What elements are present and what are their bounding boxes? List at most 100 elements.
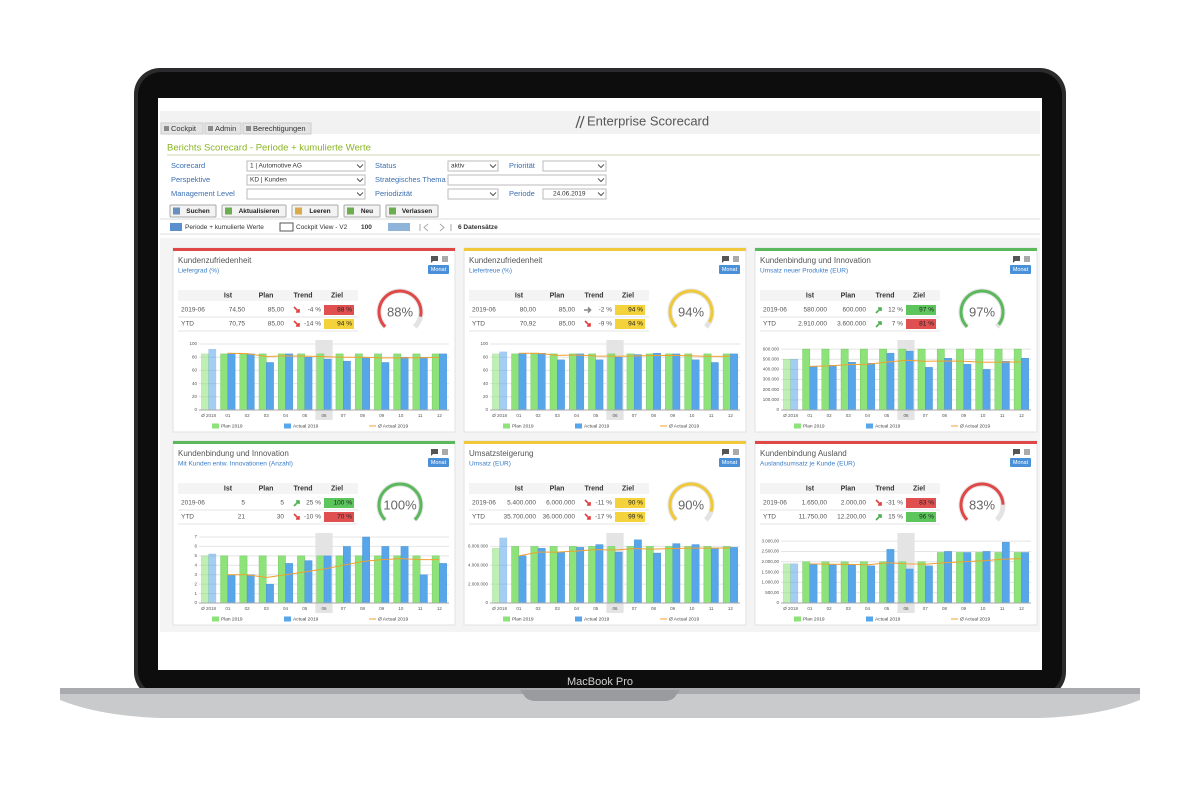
cell-ist: 74,50 bbox=[229, 307, 246, 314]
bar bbox=[201, 555, 209, 604]
menu-icon[interactable] bbox=[733, 449, 739, 455]
x-tick-label: 05 bbox=[302, 606, 308, 611]
period-button[interactable] bbox=[719, 265, 740, 274]
cell-trend: -17 % bbox=[595, 514, 612, 521]
comment-icon[interactable] bbox=[722, 449, 729, 456]
bar bbox=[982, 551, 991, 604]
period-button[interactable] bbox=[1010, 265, 1031, 274]
gauge-label: 100% bbox=[383, 497, 417, 512]
cell-ist: 5 bbox=[241, 500, 245, 507]
nav-tab[interactable] bbox=[160, 122, 204, 135]
filter-input[interactable] bbox=[246, 160, 366, 172]
menu-icon[interactable] bbox=[1024, 256, 1030, 262]
bar bbox=[400, 357, 409, 411]
bar bbox=[790, 359, 799, 411]
filter-input[interactable] bbox=[542, 160, 607, 172]
x-tick-label: 08 bbox=[651, 606, 657, 611]
x-tick-label: 03 bbox=[555, 606, 561, 611]
bar bbox=[691, 544, 700, 604]
comment-icon[interactable] bbox=[1013, 449, 1020, 456]
menu-icon[interactable] bbox=[733, 256, 739, 262]
bar bbox=[246, 574, 255, 604]
comment-icon[interactable] bbox=[722, 256, 729, 263]
filter-label: Status bbox=[375, 161, 397, 170]
card-kpi: Liefergrad (%) bbox=[178, 268, 219, 275]
row-period: YTD bbox=[472, 321, 485, 328]
average-line bbox=[518, 547, 731, 557]
period-button[interactable] bbox=[1010, 458, 1031, 467]
y-tick-label: 6 bbox=[194, 544, 197, 549]
y-tick-label: 100.000 bbox=[763, 397, 780, 402]
bar bbox=[400, 546, 409, 604]
x-tick-label: 02 bbox=[536, 413, 542, 418]
period-button-label: Monat bbox=[431, 267, 447, 273]
x-tick-label: 10 bbox=[980, 606, 986, 611]
x-tick-label: Ø 2018 bbox=[201, 413, 216, 418]
legend-swatch bbox=[503, 616, 510, 622]
bar bbox=[208, 553, 217, 604]
button-icon bbox=[225, 207, 232, 215]
period-button-label: Monat bbox=[722, 460, 738, 466]
legend-swatch bbox=[575, 616, 582, 622]
cell-trend: 15 % bbox=[888, 514, 903, 521]
nav-label: Berechtigungen bbox=[253, 124, 306, 133]
row-period: YTD bbox=[763, 514, 776, 521]
y-tick-label: 500,00 bbox=[765, 590, 779, 595]
filter-input[interactable] bbox=[447, 188, 499, 200]
button[interactable] bbox=[385, 204, 439, 218]
x-tick-label: Ø 2018 bbox=[783, 413, 798, 418]
nav-tab[interactable] bbox=[242, 122, 312, 135]
table-header-cell: Trend bbox=[584, 485, 603, 492]
bar bbox=[1013, 552, 1022, 604]
period-button[interactable] bbox=[428, 458, 449, 467]
cell-ziel: 94 % bbox=[628, 307, 643, 314]
nav-tab[interactable] bbox=[204, 122, 242, 135]
x-tick-label: 11 bbox=[709, 606, 714, 611]
cell-ist: 70,92 bbox=[520, 321, 537, 328]
dropdown-arrow bbox=[597, 164, 605, 169]
cell-plan: 30 bbox=[277, 514, 285, 521]
nav-icon bbox=[208, 126, 213, 131]
filter-input[interactable] bbox=[447, 174, 607, 186]
menu-icon[interactable] bbox=[442, 449, 448, 455]
gauge-value bbox=[668, 482, 714, 521]
x-tick-label: 03 bbox=[555, 413, 561, 418]
gauge-label: 97% bbox=[969, 304, 995, 319]
row-period: YTD bbox=[181, 321, 194, 328]
period-button[interactable] bbox=[428, 265, 449, 274]
bar bbox=[278, 353, 286, 411]
pager[interactable] bbox=[419, 223, 452, 232]
filter-input[interactable] bbox=[542, 188, 607, 200]
bar bbox=[266, 583, 274, 604]
x-tick-label: 03 bbox=[846, 606, 852, 611]
button[interactable] bbox=[221, 204, 287, 218]
button-label: Neu bbox=[361, 208, 373, 215]
filter-input[interactable] bbox=[447, 160, 499, 172]
bar bbox=[1021, 358, 1029, 411]
comment-icon[interactable] bbox=[431, 256, 438, 263]
menu-icon[interactable] bbox=[1024, 449, 1030, 455]
y-tick-label: 0 bbox=[194, 600, 197, 605]
y-tick-label: 60 bbox=[483, 368, 489, 373]
menu-icon[interactable] bbox=[442, 256, 448, 262]
comment-icon[interactable] bbox=[431, 449, 438, 456]
x-tick-label: 09 bbox=[961, 413, 967, 418]
cell-ist: 2.910.000 bbox=[798, 321, 827, 328]
bar bbox=[492, 548, 500, 604]
bar bbox=[518, 555, 527, 604]
bar bbox=[710, 548, 719, 604]
bar bbox=[335, 353, 344, 411]
button[interactable] bbox=[291, 204, 339, 218]
button[interactable] bbox=[169, 204, 217, 218]
filter-input[interactable] bbox=[246, 188, 366, 200]
period-button[interactable] bbox=[719, 458, 740, 467]
comment-icon[interactable] bbox=[1013, 256, 1020, 263]
bar bbox=[975, 552, 984, 604]
card-status-bar bbox=[464, 248, 746, 251]
filter-input[interactable] bbox=[246, 174, 366, 186]
nav-label: Admin bbox=[215, 124, 236, 133]
card-status-bar bbox=[755, 248, 1037, 251]
bar bbox=[412, 555, 421, 604]
table-header-cell: Ist bbox=[515, 485, 524, 492]
